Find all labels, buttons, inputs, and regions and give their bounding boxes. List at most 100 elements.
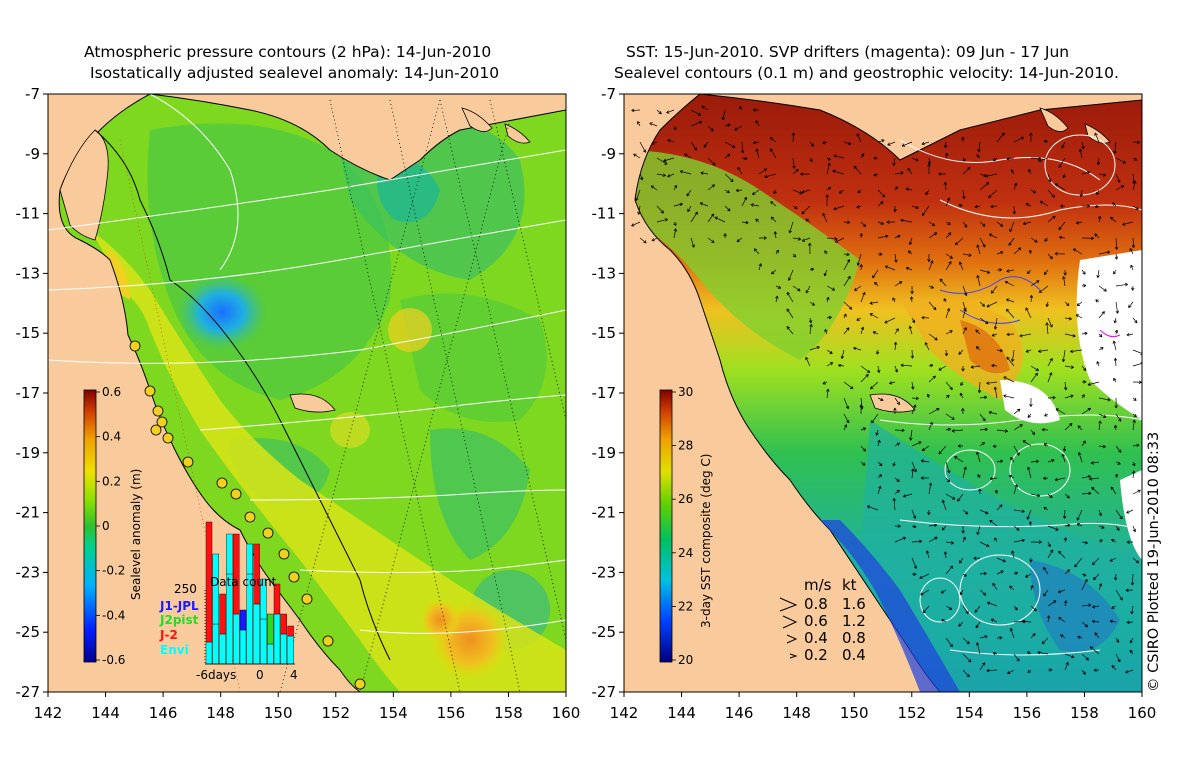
velocity-arrow <box>892 498 896 511</box>
velocity-arrow <box>1044 413 1049 417</box>
velocity-arrow <box>686 189 692 197</box>
velocity-arrow <box>979 182 990 191</box>
velocity-arrow <box>1009 628 1015 639</box>
colorbar-tick-label: 30 <box>678 385 693 399</box>
velocity-arrow <box>945 413 955 420</box>
velocity-arrow <box>753 248 760 255</box>
velocity-arrow <box>1132 180 1137 191</box>
left-x-tick-label: 160 <box>552 704 581 722</box>
velocity-arrow <box>872 331 879 335</box>
velocity-arrow <box>1129 637 1134 644</box>
inset-xlabel-zero: 0 <box>256 668 264 682</box>
velocity-arrow <box>928 260 934 271</box>
velocity-arrow <box>635 189 641 201</box>
velocity-arrow <box>1013 571 1018 575</box>
velocity-arrow <box>945 221 951 225</box>
velocity-arrow <box>1061 453 1066 463</box>
velocity-arrow <box>938 172 947 176</box>
velocity-arrow <box>1091 557 1100 566</box>
velocity-arrow <box>650 185 658 191</box>
velocity-arrow <box>801 205 811 215</box>
velocity-arrow <box>1098 420 1102 431</box>
velocity-arrow <box>911 205 919 210</box>
velocity-arrow <box>977 381 982 394</box>
velocity-arrow <box>843 141 852 146</box>
velocity-arrow <box>773 189 777 194</box>
velocity-arrow <box>884 265 896 271</box>
velocity-arrow <box>667 139 675 143</box>
velocity-arrow <box>1081 578 1088 591</box>
velocity-arrow <box>894 524 901 528</box>
velocity-arrow <box>962 605 969 614</box>
velocity-arrow <box>690 211 698 223</box>
velocity-arrow <box>1038 157 1049 162</box>
velocity-arrow <box>833 154 845 159</box>
velocity-arrow <box>1113 269 1117 275</box>
velocity-arrow <box>1006 332 1015 337</box>
velocity-arrow <box>943 141 948 149</box>
velocity-arrow <box>859 404 863 415</box>
velocity-arrow <box>825 194 829 207</box>
velocity-arrow <box>1027 466 1032 479</box>
velocity-arrow <box>893 407 897 415</box>
velocity-legend-kt-0: 1.6 <box>842 595 866 613</box>
velocity-arrow <box>907 250 913 255</box>
velocity-arrow <box>1111 664 1117 671</box>
velocity-arrow <box>1006 356 1015 367</box>
velocity-arrow <box>791 132 796 143</box>
velocity-arrow <box>1098 173 1107 177</box>
velocity-arrow <box>979 301 986 307</box>
velocity-arrow <box>656 218 668 223</box>
velocity-arrow <box>1081 284 1087 288</box>
velocity-arrow <box>752 189 760 196</box>
velocity-arrow <box>1098 525 1105 529</box>
velocity-arrow <box>656 173 666 177</box>
inset-bar <box>219 633 226 665</box>
velocity-arrow <box>894 489 900 495</box>
velocity-arrow <box>1081 540 1088 545</box>
velocity-arrow <box>1063 537 1068 543</box>
velocity-arrow <box>979 541 990 548</box>
velocity-arrow <box>1081 621 1088 628</box>
velocity-arrow <box>1057 589 1066 594</box>
inset-bar <box>246 543 254 575</box>
velocity-arrow <box>1013 525 1020 531</box>
velocity-arrow <box>961 525 965 534</box>
velocity-arrow <box>734 125 743 131</box>
velocity-arrow <box>1076 509 1083 521</box>
velocity-arrow <box>1097 215 1102 223</box>
velocity-arrow <box>700 171 709 175</box>
velocity-arrow <box>809 301 815 306</box>
velocity-arrow <box>826 186 832 191</box>
right-x-tick-label: 152 <box>897 704 926 722</box>
velocity-arrow <box>752 108 760 112</box>
velocity-arrow <box>1126 620 1134 625</box>
velocity-arrow <box>843 252 850 257</box>
velocity-arrow <box>1008 475 1015 479</box>
right-x-tick-label: 148 <box>782 704 811 722</box>
velocity-arrow <box>970 365 981 369</box>
velocity-arrow <box>860 461 866 466</box>
velocity-arrow <box>996 570 1004 575</box>
velocity-arrow <box>1060 204 1066 208</box>
velocity-arrow <box>1132 443 1140 448</box>
velocity-arrow <box>958 349 964 355</box>
left-title-line1: Atmospheric pressure contours (2 hPa): 1… <box>84 43 492 61</box>
velocity-arrow <box>1013 653 1020 662</box>
inset-bar <box>287 635 294 665</box>
velocity-arrow <box>962 573 967 577</box>
velocity-arrow <box>1126 540 1134 544</box>
velocity-arrow <box>986 301 998 308</box>
velocity-arrow <box>1047 395 1056 400</box>
velocity-arrow <box>1027 669 1032 674</box>
velocity-arrow <box>1081 380 1087 384</box>
velocity-arrow <box>805 218 811 223</box>
velocity-arrow <box>1006 298 1015 303</box>
velocity-arrow <box>1081 573 1087 577</box>
velocity-arrow <box>988 189 998 199</box>
velocity-arrow <box>979 317 989 325</box>
velocity-arrow <box>877 485 882 495</box>
velocity-arrow <box>1098 333 1103 338</box>
velocity-arrow <box>894 281 903 287</box>
velocity-arrow <box>1089 477 1100 481</box>
